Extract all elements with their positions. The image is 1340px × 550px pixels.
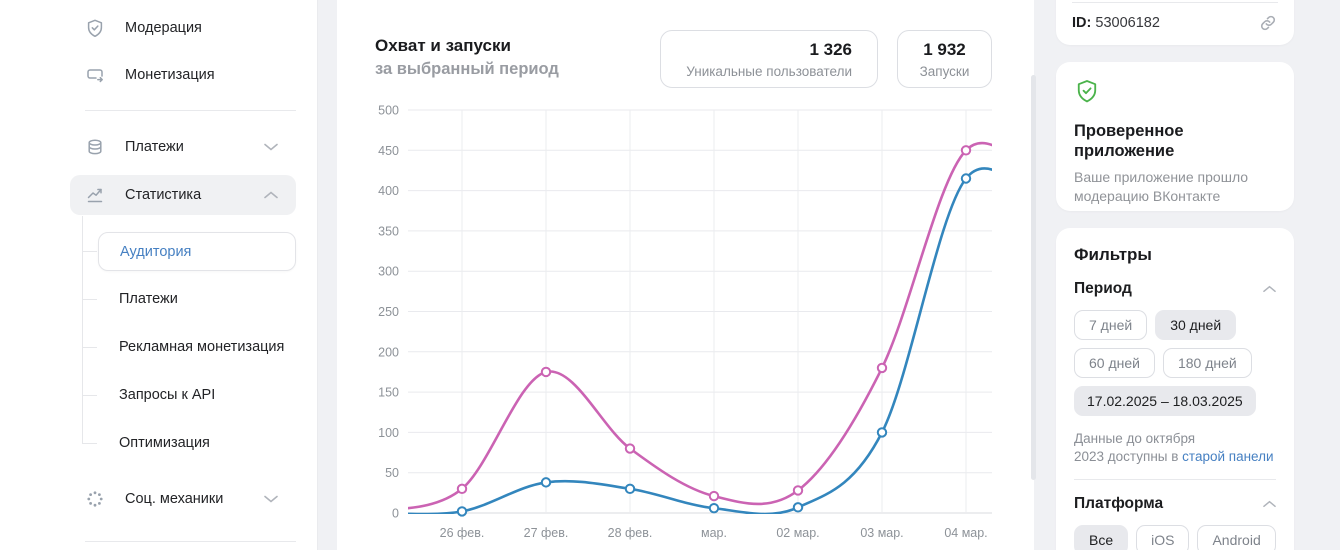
svg-text:450: 450 (378, 144, 399, 158)
svg-text:300: 300 (378, 265, 399, 279)
period-option-7d[interactable]: 7 дней (1074, 310, 1148, 340)
period-option-180d[interactable]: 180 дней (1162, 348, 1252, 378)
platform-label: Платформа (1074, 495, 1164, 512)
sidebar-item-label: Модерация (125, 20, 202, 36)
verified-title: Проверенное приложение (1074, 122, 1184, 160)
stat-card-unique-users[interactable]: 1 326 Уникальные пользователи (660, 30, 878, 88)
sidebar-item-label: Платежи (125, 139, 184, 155)
main-panel: Охват и запуски за выбранный период 1 32… (337, 0, 1036, 550)
svg-text:мар.: мар. (701, 526, 727, 540)
svg-text:400: 400 (378, 184, 399, 198)
tree-guide (82, 443, 97, 444)
sidebar-item-label: Соц. механики (125, 491, 224, 507)
stat-value: 1 932 (923, 40, 966, 59)
sidebar-item-moderation[interactable]: Модерация (70, 8, 296, 48)
shield-check-icon (87, 19, 103, 38)
period-date-range[interactable]: 17.02.2025 – 18.03.2025 (1074, 386, 1256, 416)
verified-description: Ваше приложение прошло модерацию ВКонтак… (1074, 169, 1249, 204)
sidebar-subitem-optimization[interactable]: Оптимизация (98, 423, 296, 463)
card-arrow-icon (87, 69, 103, 83)
trending-up-icon (87, 188, 103, 203)
sidebar-subitem-label: Запросы к API (119, 387, 216, 403)
tree-guide (82, 347, 97, 348)
scrollbar[interactable] (1031, 75, 1036, 480)
svg-text:04 мар.: 04 мар. (944, 526, 987, 540)
verified-shield-icon (1077, 80, 1097, 103)
tree-guide (82, 251, 97, 252)
stat-label: Запуски (919, 64, 970, 79)
svg-text:03 мар.: 03 мар. (860, 526, 903, 540)
sidebar-subitem-api-requests[interactable]: Запросы к API (98, 375, 296, 415)
platform-option-ios[interactable]: iOS (1136, 525, 1190, 550)
divider (1072, 2, 1278, 3)
platform-option-android[interactable]: Android (1197, 525, 1276, 550)
sidebar-subitem-ad-monetization[interactable]: Рекламная монетизация (98, 327, 296, 367)
page-subtitle: за выбранный период (375, 60, 559, 78)
tree-guide (82, 299, 97, 300)
filters-card: Фильтры Период 7 дней 30 дней 60 дней 18… (1056, 228, 1294, 550)
svg-text:26 фев.: 26 фев. (440, 526, 485, 540)
sidebar-subitem-label: Оптимизация (119, 435, 210, 451)
sidebar-subitem-label: Платежи (119, 291, 178, 307)
svg-text:100: 100 (378, 426, 399, 440)
sidebar-item-label: Монетизация (125, 67, 215, 83)
note-line1: Данные до октября (1074, 431, 1196, 446)
svg-text:150: 150 (378, 386, 399, 400)
svg-text:27 фев.: 27 фев. (524, 526, 569, 540)
chevron-up-icon (1263, 285, 1276, 293)
coins-icon (88, 139, 102, 155)
app-id: ID: 53006182 (1072, 15, 1160, 31)
svg-text:250: 250 (378, 305, 399, 319)
app-id-value: 53006182 (1095, 15, 1160, 31)
period-option-30d[interactable]: 30 дней (1155, 310, 1237, 340)
chevron-down-icon (264, 495, 278, 503)
chevron-down-icon (264, 143, 278, 151)
tree-guide (82, 216, 83, 443)
page-title: Охват и запуски (375, 36, 511, 55)
app-id-card: ID: 53006182 (1056, 0, 1294, 45)
sidebar-subitem-payments[interactable]: Платежи (98, 279, 296, 319)
link-icon[interactable] (1258, 13, 1278, 33)
stat-card-launches[interactable]: 1 932 Запуски (897, 30, 992, 88)
sidebar-subitem-label: Рекламная монетизация (119, 339, 285, 355)
platform-options: Все iOS Android (1074, 525, 1276, 550)
filters-title: Фильтры (1074, 245, 1152, 264)
dots-icon (87, 491, 103, 507)
verified-app-card: Проверенное приложение Ваше приложение п… (1056, 62, 1294, 211)
tree-guide (82, 395, 97, 396)
chevron-up-icon (1263, 500, 1276, 508)
old-panel-note: Данные до октября 2023 доступны в старой… (1074, 430, 1276, 466)
sidebar: Модерация Монетизация Платежи Статистика (0, 0, 318, 550)
svg-text:200: 200 (378, 345, 399, 359)
platform-section-header[interactable]: Платформа (1074, 495, 1276, 513)
divider (1074, 479, 1276, 480)
period-option-60d[interactable]: 60 дней (1074, 348, 1155, 378)
sidebar-item-label: Статистика (125, 187, 202, 203)
sidebar-subitem-label: Аудитория (120, 243, 192, 260)
stat-value: 1 326 (809, 40, 852, 59)
sidebar-subitem-audience[interactable]: Аудитория (98, 232, 296, 271)
app-id-label: ID: (1072, 15, 1092, 31)
svg-text:02 мар.: 02 мар. (776, 526, 819, 540)
sidebar-item-monetization[interactable]: Монетизация (70, 55, 296, 95)
period-options: 7 дней 30 дней 60 дней 180 дней 17.02.20… (1074, 310, 1276, 416)
svg-text:0: 0 (392, 507, 399, 521)
svg-text:50: 50 (385, 466, 399, 480)
chevron-up-icon (264, 191, 278, 199)
divider (85, 110, 296, 111)
svg-text:500: 500 (378, 104, 399, 118)
note-line2: 2023 доступны в (1074, 449, 1183, 464)
sidebar-item-statistics[interactable]: Статистика (70, 175, 296, 215)
reach-launches-chart[interactable]: 0 50 100 150 200 250 300 350 400 450 500 26 фев. 27 … (360, 100, 1010, 548)
sidebar-item-social-mechanics[interactable]: Соц. механики (70, 479, 296, 519)
platform-option-all[interactable]: Все (1074, 525, 1129, 550)
period-label: Период (1074, 280, 1132, 297)
old-panel-link[interactable]: старой панели (1182, 449, 1274, 464)
stat-label: Уникальные пользователи (686, 64, 852, 79)
svg-text:350: 350 (378, 224, 399, 238)
divider (85, 541, 296, 542)
svg-text:28 фев.: 28 фев. (608, 526, 653, 540)
period-section-header[interactable]: Период (1074, 280, 1276, 298)
sidebar-item-payments[interactable]: Платежи (70, 127, 296, 167)
